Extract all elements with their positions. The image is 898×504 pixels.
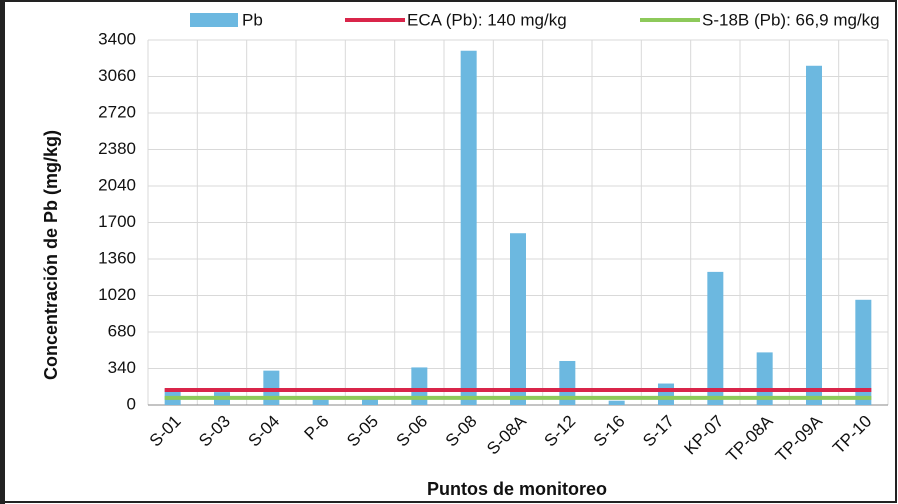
y-tick-label: 340 — [108, 358, 136, 377]
x-tick-label: P-6 — [301, 412, 333, 444]
y-tick-label: 1700 — [98, 212, 136, 231]
frame-edge — [0, 0, 5, 504]
bar — [362, 398, 378, 405]
bar — [510, 233, 526, 405]
x-tick-label: S-08A — [483, 411, 530, 458]
y-tick-label: 680 — [108, 321, 136, 340]
y-tick-label: 1020 — [98, 285, 136, 304]
bar — [608, 400, 625, 405]
y-axis-title: Concentración de Pb (mg/kg) — [41, 130, 61, 380]
x-tick-label: S-06 — [392, 412, 431, 451]
y-tick-label: 2040 — [98, 175, 136, 194]
legend-label: S-18B (Pb): 66,9 mg/kg — [702, 10, 880, 29]
x-tick-label: S-03 — [195, 412, 234, 451]
y-tick-label: 0 — [127, 394, 136, 413]
y-tick-label: 2380 — [98, 139, 136, 158]
x-axis-title: Puntos de monitoreo — [427, 479, 607, 499]
bar — [559, 360, 576, 405]
x-tick-label: S-05 — [343, 412, 382, 451]
bar — [806, 65, 822, 405]
bar — [460, 50, 477, 406]
legend-label: Pb — [242, 10, 263, 29]
x-tick-label: S-01 — [146, 412, 185, 451]
x-tick-label: KP-07 — [680, 412, 727, 459]
y-tick-label: 3400 — [98, 29, 136, 48]
x-tick-label: TP-08A — [722, 411, 777, 466]
x-tick-label: TP-10 — [829, 412, 875, 458]
y-tick-label: 2720 — [98, 102, 136, 121]
x-tick-label: S-12 — [540, 412, 579, 451]
y-tick-label: 3060 — [98, 66, 136, 85]
bar — [855, 299, 872, 405]
bar — [707, 271, 724, 405]
bar — [263, 370, 280, 405]
bar — [312, 399, 329, 405]
x-tick-label: S-16 — [590, 412, 629, 451]
y-tick-label: 1360 — [98, 248, 136, 267]
legend-swatch — [190, 13, 238, 27]
x-tick-label: S-08 — [442, 412, 481, 451]
x-tick-label: TP-09A — [772, 411, 827, 466]
bar — [658, 383, 674, 405]
x-tick-label: S-17 — [639, 412, 678, 451]
bar — [411, 367, 428, 405]
legend-label: ECA (Pb): 140 mg/kg — [407, 10, 567, 29]
x-tick-label: S-04 — [244, 412, 283, 451]
